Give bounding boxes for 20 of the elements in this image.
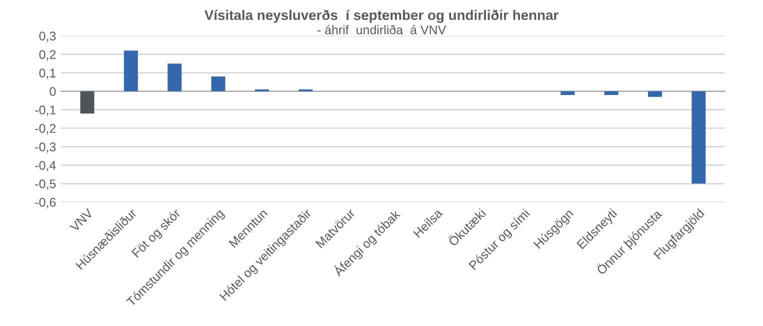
y-tick-label: 0: [50, 87, 56, 96]
bar: [560, 91, 575, 95]
chart-title: Vísitala neysluverðs í september og undirliðir hennar: [204, 10, 558, 23]
y-tick-label: -0,1: [35, 106, 56, 116]
y-tick-label: -0,6: [35, 198, 56, 208]
y-tick-label: -0,2: [35, 124, 56, 134]
y-tick-label: -0,4: [35, 160, 56, 172]
bar: [692, 91, 706, 184]
bar: [80, 91, 94, 114]
y-tick-label: -0,5: [35, 179, 56, 190]
bar: [211, 76, 226, 92]
bar: [604, 91, 618, 95]
y-tick-label: 0,1: [39, 68, 56, 79]
bar: [168, 64, 182, 92]
y-tick-label: 0,3: [39, 32, 56, 42]
y-tick-label: 0,2: [39, 50, 56, 60]
bar: [124, 50, 138, 92]
chart-subtitle: - áhrif undirliða á VNV: [317, 24, 446, 34]
bar: [648, 91, 662, 97]
y-tick-label: -0,3: [35, 142, 56, 153]
